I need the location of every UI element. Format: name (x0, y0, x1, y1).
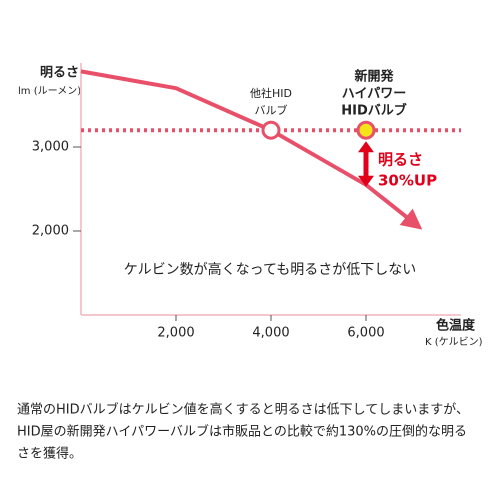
point-label: HIDバルブ (341, 103, 407, 119)
y-axis-label: 明るさ (40, 66, 79, 81)
highlight-label: 明るさ (378, 151, 423, 169)
gain-arrow-head (358, 175, 374, 187)
arrow-head (399, 208, 423, 230)
x-tick-label: 4,000 (252, 326, 289, 341)
y-tick-label: 3,000 (32, 140, 69, 155)
annotation: ケルビン数が高くなっても明るさが低下しない (124, 261, 417, 278)
caption-line: HID屋の新開発ハイパワーバルブは市販品との比較で約130%の圧倒的な明る (17, 424, 467, 440)
caption-line: 通常のHIDバルブはケルビン値を高くすると明るさは低下してしまいますが、 (17, 402, 469, 418)
point-label: バルブ (255, 103, 288, 117)
x-tick-label: 2,000 (157, 326, 194, 341)
caption-line: さを獲得。 (17, 446, 82, 462)
x-axis-unit: K (ケルビン) (425, 336, 483, 348)
x-axis-label: 色温度 (436, 318, 476, 334)
y-tick-label: 2,000 (32, 224, 69, 239)
highlight-label: 30%UP (378, 172, 437, 190)
gain-arrow-head (358, 141, 374, 153)
point-label: 他社HID (250, 86, 292, 100)
point-label: ハイパワー (342, 87, 406, 102)
point (356, 120, 376, 140)
y-axis-unit: lm (ルーメン) (18, 86, 81, 97)
x-tick-label: 6,000 (347, 326, 384, 341)
point (261, 120, 281, 140)
point-label: 新開発 (354, 69, 394, 85)
